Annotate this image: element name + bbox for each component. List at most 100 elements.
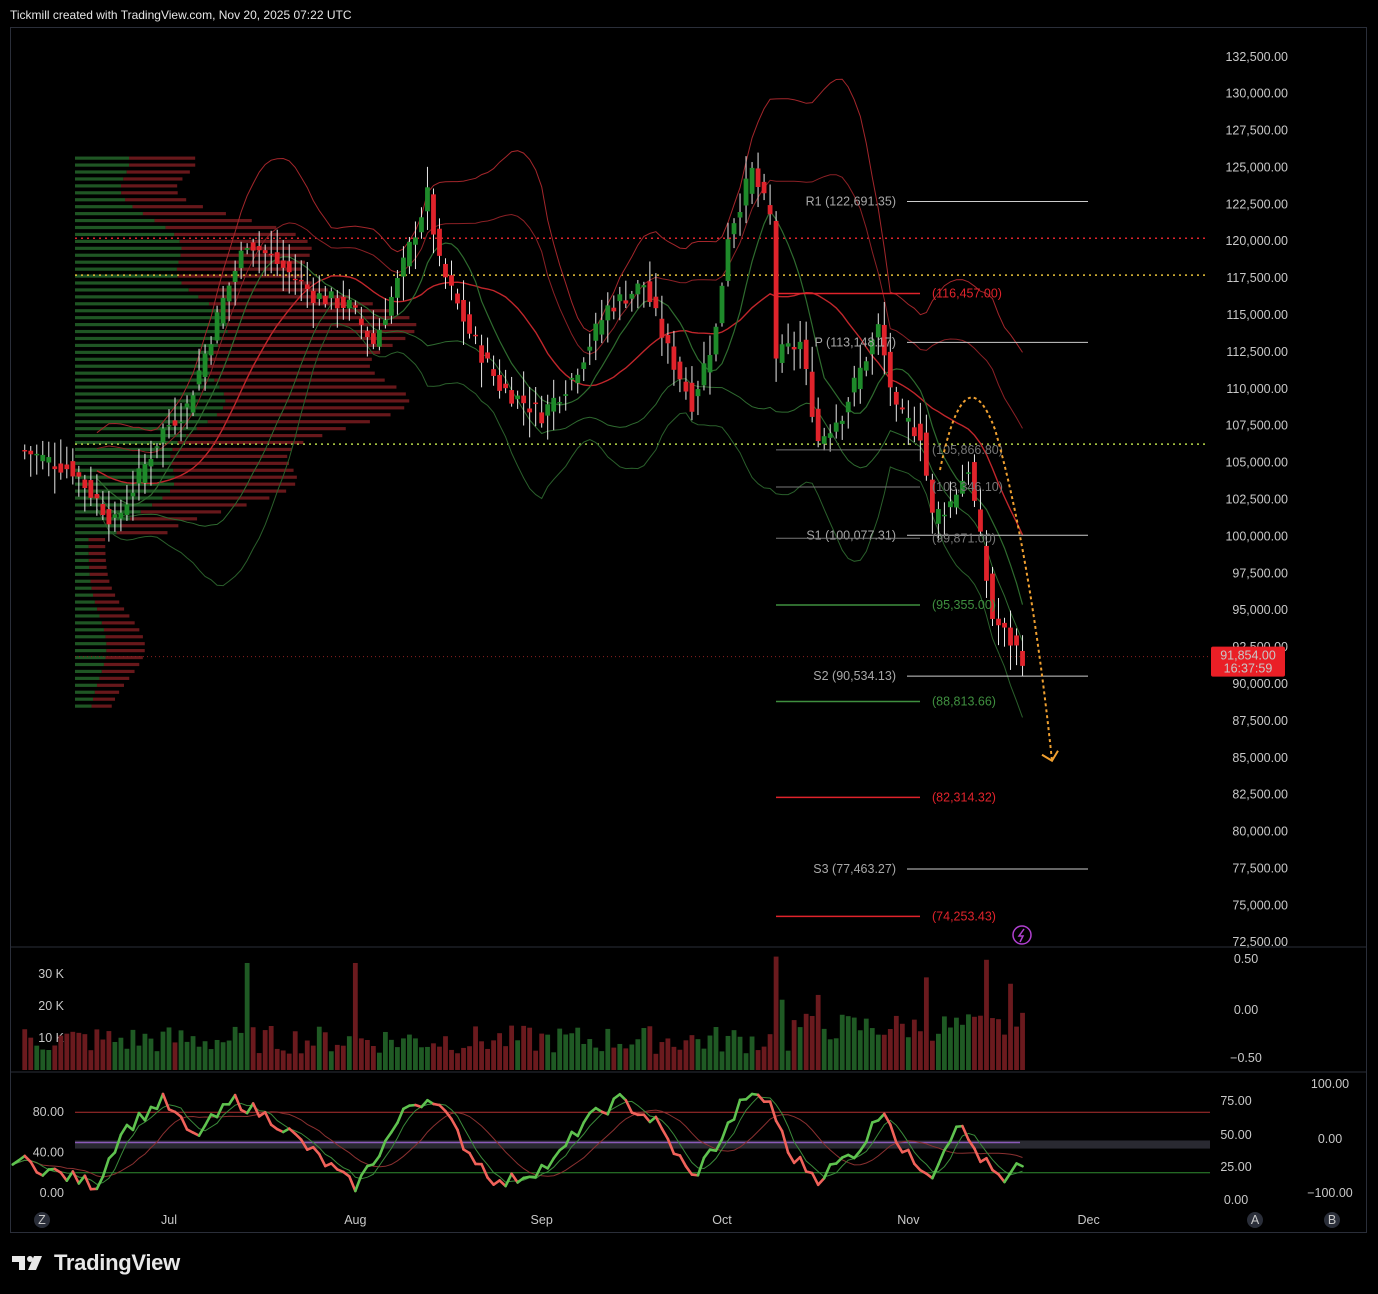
candle-body [118, 512, 124, 519]
candle-countdown: 16:37:59 [1224, 662, 1273, 676]
volume-bar [376, 1052, 382, 1070]
volume-bar [803, 1013, 809, 1070]
volume-bar [184, 1041, 190, 1070]
candle-body [942, 514, 947, 517]
oscillator-main-segment [354, 1174, 363, 1193]
candle-body [773, 220, 779, 359]
candle-body [370, 333, 376, 344]
candle-body [346, 299, 352, 309]
candle-body [755, 168, 761, 188]
oscillator-main-segment [720, 1121, 730, 1141]
volume-bar [641, 1028, 647, 1070]
volume-bar [575, 1027, 581, 1070]
volume-bar [316, 1026, 322, 1070]
oscillator-main-segment [263, 1111, 273, 1127]
candle-body [88, 480, 94, 498]
candle-body [683, 381, 689, 392]
candle-body [785, 343, 791, 347]
candle-body [262, 250, 268, 254]
oscillator-main-segment [534, 1163, 543, 1179]
current-price-tag [1211, 646, 1285, 677]
volume-profile-sell [196, 427, 346, 431]
candle-body [623, 300, 629, 304]
candle-body [923, 432, 929, 476]
volume-bar [154, 1051, 160, 1070]
volume-bar [617, 1043, 623, 1070]
volume-profile-sell [171, 461, 290, 465]
volume-bar [827, 1039, 833, 1070]
volume-profile-sell [174, 232, 296, 237]
volume-bar [274, 1048, 280, 1070]
candle-body [352, 305, 358, 308]
volume-profile-sell [103, 662, 140, 667]
candle-body [1008, 627, 1013, 646]
candle-body [857, 367, 863, 390]
oscillator-main-segment [71, 1170, 81, 1185]
volume-profile-sell [129, 517, 198, 521]
pivot-level-label: (105,866.80) [932, 443, 1003, 457]
volume-profile-buy [75, 336, 224, 341]
candle-body [202, 353, 208, 378]
volume-bar [491, 1040, 496, 1070]
time-axis-tick: Sep [531, 1213, 553, 1227]
oscillator-main-segment [714, 1137, 724, 1152]
volume-profile-buy [75, 350, 213, 354]
candle-body [881, 324, 887, 356]
candle-body [593, 323, 599, 341]
volume-bar [966, 1014, 971, 1070]
volume-bar [1008, 983, 1013, 1070]
oscillator-main-segment [973, 1147, 982, 1164]
volume-bar [82, 1034, 88, 1070]
candle-body [286, 261, 292, 273]
volume-profile-buy [75, 392, 224, 396]
volume-profile-buy [75, 690, 95, 694]
oscillator-main-segment [732, 1098, 742, 1121]
candle-body [334, 298, 340, 309]
osc-middle-tick: 75.00 [1220, 1094, 1251, 1108]
price-axis-tick: 132,500.00 [1225, 50, 1288, 64]
volume-bar [990, 1018, 995, 1070]
volume-profile-sell [129, 156, 196, 160]
candle-body [419, 217, 424, 233]
oscillator-main-segment [642, 1113, 652, 1124]
candle-body [382, 320, 388, 325]
volume-profile-buy [75, 468, 174, 472]
volume-bar [364, 1040, 370, 1070]
volume-bar [563, 1034, 569, 1070]
volume-bar [791, 1020, 797, 1070]
volume-profile-buy [75, 156, 130, 160]
volume-profile-sell [152, 503, 247, 507]
volume-profile-buy [75, 205, 133, 209]
volume-profile-sell [207, 364, 370, 368]
volume-profile-buy [75, 177, 124, 181]
candle-body [954, 494, 959, 508]
volume-profile-buy [75, 482, 175, 486]
candle-body [268, 253, 274, 256]
volume-bar [58, 1035, 64, 1070]
candle-body [527, 408, 533, 413]
oscillator-main-segment [624, 1098, 634, 1114]
volume-profile-sell [227, 329, 415, 334]
volume-bar [431, 1043, 436, 1070]
candle-body [395, 278, 400, 298]
candle-body [689, 382, 695, 412]
candle-body [28, 450, 34, 455]
volume-bar [557, 1028, 563, 1070]
candle-body [190, 395, 196, 413]
volume-profile-sell [170, 489, 287, 493]
volume-profile-buy [75, 218, 155, 223]
oscillator-main-segment [967, 1138, 976, 1150]
volume-bar [689, 1035, 695, 1070]
volume-profile-buy [75, 669, 102, 674]
candle-body [575, 374, 581, 384]
candle-body [978, 509, 983, 532]
volume-bar [304, 1040, 310, 1070]
oscillator-main-segment [438, 1103, 447, 1113]
volume-profile-buy [75, 433, 187, 438]
volume-profile-sell [154, 218, 252, 223]
volume-profile-sell [93, 697, 116, 701]
oscillator-main-segment [329, 1162, 339, 1171]
tradingview-logo[interactable]: TradingView [12, 1250, 180, 1276]
candle-body [274, 252, 280, 264]
